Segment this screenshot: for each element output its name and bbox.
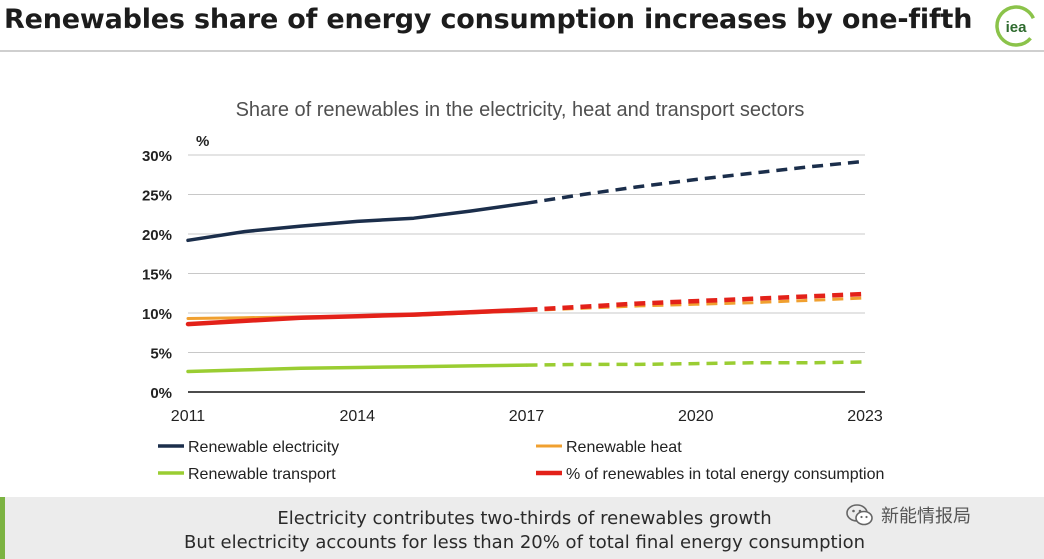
takeaway-box: Electricity contributes two-thirds of re…	[0, 497, 1044, 559]
x-tick-label: 2020	[678, 408, 714, 425]
x-tick-label: 2011	[171, 408, 206, 425]
y-tick-label: 10%	[142, 306, 172, 323]
legend-label-heat: Renewable heat	[566, 439, 682, 456]
y-tick-label: 30%	[142, 148, 172, 165]
series-line-total-historical	[185, 307, 529, 327]
iea-logo: iea	[995, 5, 1037, 47]
watermark: 新能情报局	[845, 502, 971, 528]
x-tick-label: 2023	[847, 408, 883, 425]
y-tick-label: 5%	[150, 346, 172, 363]
y-axis-unit-label: %	[196, 133, 209, 150]
x-tick-label: 2017	[509, 408, 545, 425]
x-tick-label: 2014	[339, 408, 375, 425]
series-line-electricity-forecast	[526, 159, 866, 205]
series-line-transport-forecast	[526, 360, 866, 367]
watermark-text: 新能情报局	[881, 506, 971, 527]
series-line-transport-historical	[186, 363, 529, 374]
gridlines	[188, 154, 865, 353]
series-lines	[185, 159, 866, 374]
legend-label-electricity: Renewable electricity	[188, 439, 339, 456]
y-tick-label: 15%	[142, 267, 172, 284]
legend-label-total: % of renewables in total energy consumpt…	[566, 466, 884, 483]
legend: Renewable electricity Renewable heat Renew…	[158, 439, 884, 483]
series-line-total-forecast	[526, 291, 866, 313]
wechat-icon	[846, 504, 873, 526]
legend-label-transport: Renewable transport	[188, 466, 336, 483]
y-tick-label: 20%	[142, 227, 172, 244]
series-line-electricity-historical	[186, 201, 529, 243]
title-divider	[0, 50, 1044, 52]
chart-title: Share of renewables in the electricity, …	[236, 99, 805, 121]
axes: 0% 5% 10% 15% 20% 25% 30% 2011 2014 2017 2020 2023	[142, 148, 883, 425]
y-tick-label: 25%	[142, 188, 172, 205]
slide-title: Renewables share of energy consumption i…	[4, 4, 973, 35]
logo-text: iea	[1006, 19, 1028, 36]
takeaway-line-1: Electricity contributes two-thirds of re…	[277, 508, 772, 529]
y-tick-label: 0%	[150, 385, 172, 402]
takeaway-line-2: But electricity accounts for less than 2…	[184, 532, 865, 553]
